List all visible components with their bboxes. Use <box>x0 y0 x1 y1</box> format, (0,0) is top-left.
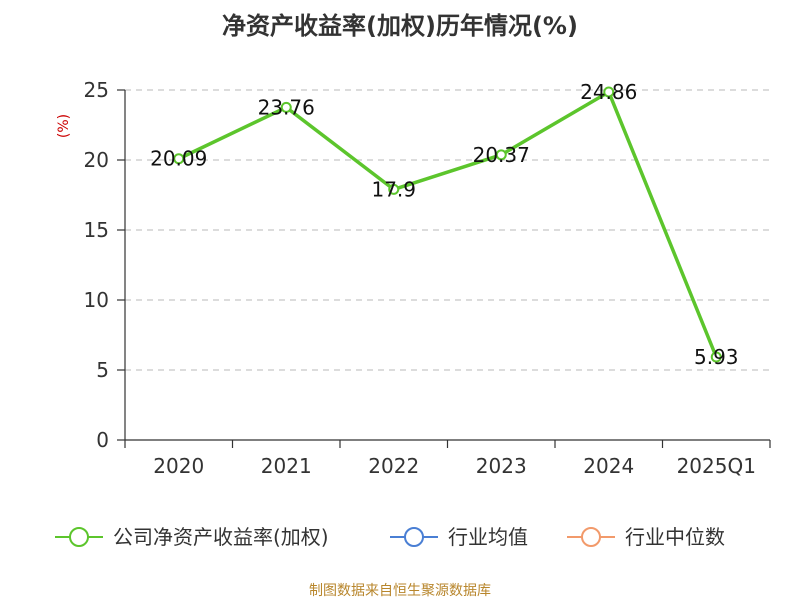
legend-label: 行业均值 <box>448 525 528 549</box>
y-tick-label: 0 <box>96 428 109 452</box>
y-axis-unit: (%) <box>56 114 72 138</box>
legend-marker <box>404 527 424 547</box>
data-point <box>280 101 292 113</box>
y-tick-label: 15 <box>84 218 109 242</box>
data-point <box>173 153 185 165</box>
legend-label: 公司净资产收益率(加权) <box>113 525 329 549</box>
grid-lines <box>125 89 770 371</box>
legend-marker <box>581 527 601 547</box>
x-tick-label: 2023 <box>476 454 527 478</box>
data-label: 20.09 <box>150 147 207 171</box>
data-point <box>710 351 722 363</box>
x-tick-labels: 2020 2021 2022 2023 2024 2025Q1 <box>153 454 756 478</box>
data-label: 24.86 <box>580 80 637 104</box>
y-tick-label: 10 <box>84 288 109 312</box>
x-tick-label: 2025Q1 <box>677 454 756 478</box>
chart-title: 净资产收益率(加权)历年情况(%) <box>222 12 578 40</box>
y-tick-labels: 0 5 10 15 20 25 <box>84 78 109 452</box>
source-note: 制图数据来自恒生聚源数据库 <box>309 583 491 599</box>
axes <box>117 89 771 448</box>
legend: 公司净资产收益率(加权) 行业均值 行业中位数 <box>55 525 725 549</box>
y-tick-label: 5 <box>96 358 109 382</box>
data-label: 20.37 <box>473 143 530 167</box>
data-point <box>388 183 400 195</box>
x-tick-label: 2021 <box>261 454 312 478</box>
legend-marker <box>69 527 89 547</box>
x-tick-label: 2020 <box>153 454 204 478</box>
data-label: 5.93 <box>694 345 739 369</box>
data-labels: 20.09 23.76 17.9 20.37 24.86 5.93 <box>150 80 738 369</box>
x-tick-label: 2024 <box>583 454 634 478</box>
y-tick-label: 20 <box>84 148 109 172</box>
data-point <box>603 86 615 98</box>
series-layer <box>173 86 722 363</box>
data-label: 23.76 <box>258 95 315 119</box>
y-tick-label: 25 <box>84 78 109 102</box>
x-tick-label: 2022 <box>368 454 419 478</box>
series-line <box>177 90 718 358</box>
data-point <box>495 149 507 161</box>
data-label: 17.9 <box>371 177 416 201</box>
legend-label: 行业中位数 <box>625 525 725 549</box>
